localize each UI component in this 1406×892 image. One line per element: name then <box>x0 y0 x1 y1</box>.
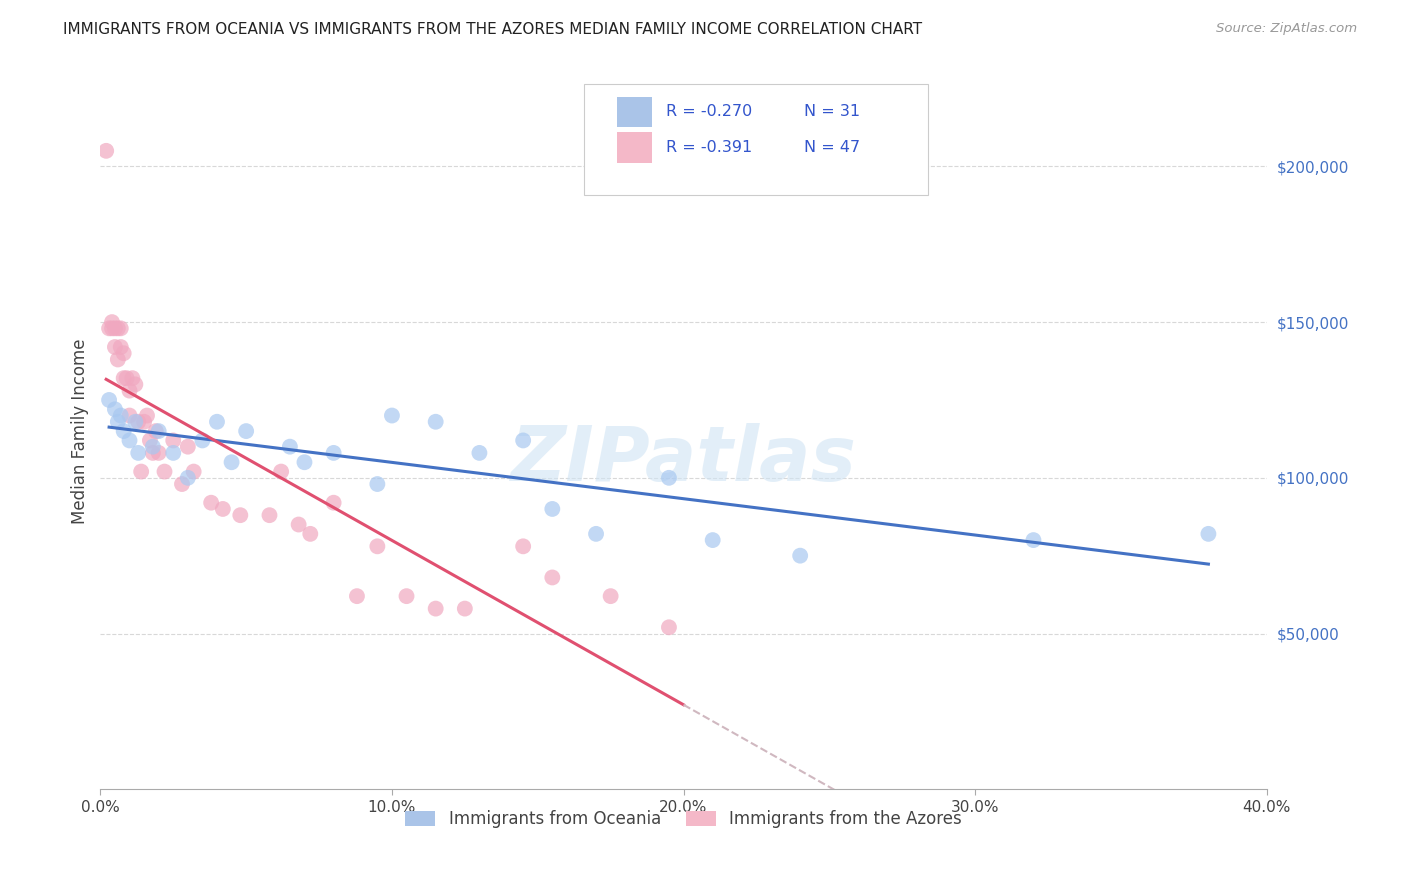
Point <box>112 424 135 438</box>
Point <box>1022 533 1045 547</box>
Point <box>454 601 477 615</box>
Point <box>127 446 149 460</box>
Point <box>110 340 132 354</box>
Point <box>96 144 118 158</box>
Point <box>110 321 132 335</box>
Point <box>200 496 222 510</box>
Point <box>322 446 344 460</box>
Point <box>98 392 121 407</box>
Point <box>278 440 301 454</box>
Point <box>112 346 135 360</box>
Point <box>118 434 141 448</box>
Point <box>124 377 146 392</box>
Point <box>121 371 143 385</box>
Point <box>599 589 621 603</box>
Text: N = 47: N = 47 <box>804 140 860 155</box>
Point <box>468 446 491 460</box>
Point <box>211 502 233 516</box>
Point <box>118 409 141 423</box>
Point <box>129 465 152 479</box>
Point <box>101 315 124 329</box>
Text: IMMIGRANTS FROM OCEANIA VS IMMIGRANTS FROM THE AZORES MEDIAN FAMILY INCOME CORRE: IMMIGRANTS FROM OCEANIA VS IMMIGRANTS FR… <box>63 22 922 37</box>
Point <box>124 415 146 429</box>
Point <box>294 455 316 469</box>
Point <box>145 424 167 438</box>
Point <box>104 402 127 417</box>
Point <box>658 620 681 634</box>
Point <box>205 415 228 429</box>
Point <box>142 446 165 460</box>
Point <box>425 601 447 615</box>
Text: R = -0.270: R = -0.270 <box>666 104 752 120</box>
FancyBboxPatch shape <box>617 132 652 162</box>
Point <box>177 440 200 454</box>
Point <box>658 471 681 485</box>
Point <box>346 589 368 603</box>
Point <box>585 527 607 541</box>
Point <box>381 409 404 423</box>
Point <box>101 321 124 335</box>
Text: R = -0.391: R = -0.391 <box>666 140 752 155</box>
Legend: Immigrants from Oceania, Immigrants from the Azores: Immigrants from Oceania, Immigrants from… <box>398 804 969 835</box>
Point <box>148 424 170 438</box>
Point <box>183 465 205 479</box>
Point <box>115 371 138 385</box>
Point <box>395 589 418 603</box>
Point <box>541 570 564 584</box>
Point <box>789 549 811 563</box>
Point <box>191 434 214 448</box>
Point <box>425 415 447 429</box>
Point <box>259 508 281 523</box>
Point <box>118 384 141 398</box>
Point <box>107 321 129 335</box>
Point <box>366 477 388 491</box>
Point <box>107 352 129 367</box>
Point <box>322 496 344 510</box>
Text: ZIPatlas: ZIPatlas <box>510 423 856 497</box>
Point <box>235 424 257 438</box>
Point <box>162 434 184 448</box>
Point <box>270 465 292 479</box>
Point <box>110 409 132 423</box>
Point <box>541 502 564 516</box>
Point <box>287 517 309 532</box>
Point <box>112 371 135 385</box>
Point <box>132 415 155 429</box>
Point <box>127 415 149 429</box>
Point <box>139 434 162 448</box>
Point <box>136 409 159 423</box>
Text: Source: ZipAtlas.com: Source: ZipAtlas.com <box>1216 22 1357 36</box>
Point <box>366 539 388 553</box>
Point <box>98 321 121 335</box>
Point <box>512 434 534 448</box>
Text: N = 31: N = 31 <box>804 104 860 120</box>
Point <box>142 440 165 454</box>
Point <box>512 539 534 553</box>
Point <box>702 533 724 547</box>
Point <box>104 340 127 354</box>
Point <box>229 508 252 523</box>
Point <box>170 477 193 491</box>
Point <box>153 465 176 479</box>
Point <box>162 446 184 460</box>
FancyBboxPatch shape <box>585 84 928 194</box>
FancyBboxPatch shape <box>617 96 652 127</box>
Point <box>177 471 200 485</box>
Point <box>104 321 127 335</box>
Point <box>148 446 170 460</box>
Point <box>299 527 322 541</box>
Point <box>107 415 129 429</box>
Point <box>221 455 243 469</box>
Y-axis label: Median Family Income: Median Family Income <box>72 338 89 524</box>
Point <box>1197 527 1219 541</box>
